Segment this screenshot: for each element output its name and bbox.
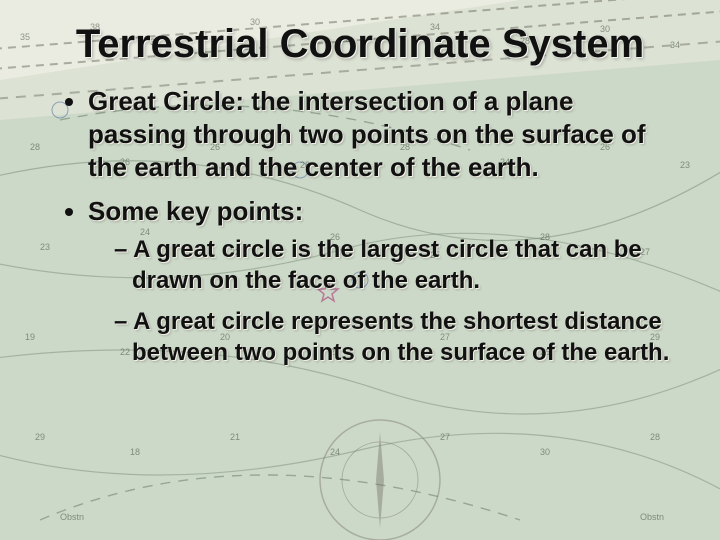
svg-text:21: 21 [230,432,240,442]
svg-text:28: 28 [650,432,660,442]
bullet-item: Some key points: A great circle is the l… [88,195,672,369]
bullet-text: Some key points: [88,196,303,226]
sub-bullet-item: A great circle is the largest circle tha… [114,234,672,296]
slide-title: Terrestrial Coordinate System [48,22,672,67]
svg-text:Obstn: Obstn [640,512,664,522]
bullet-item: Great Circle: the intersection of a plan… [88,85,672,185]
svg-text:18: 18 [130,447,140,457]
svg-text:24: 24 [330,447,340,457]
sub-bullet-list: A great circle is the largest circle tha… [114,234,672,369]
svg-text:30: 30 [540,447,550,457]
svg-text:Obstn: Obstn [60,512,84,522]
svg-text:27: 27 [440,432,450,442]
slide-content: Terrestrial Coordinate System Great Circ… [0,0,720,369]
svg-text:29: 29 [35,432,45,442]
sub-bullet-item: A great circle represents the shortest d… [114,306,672,368]
slide: 353834 303634 283034 282626 282824 2623 … [0,0,720,540]
bullet-list: Great Circle: the intersection of a plan… [62,85,672,369]
